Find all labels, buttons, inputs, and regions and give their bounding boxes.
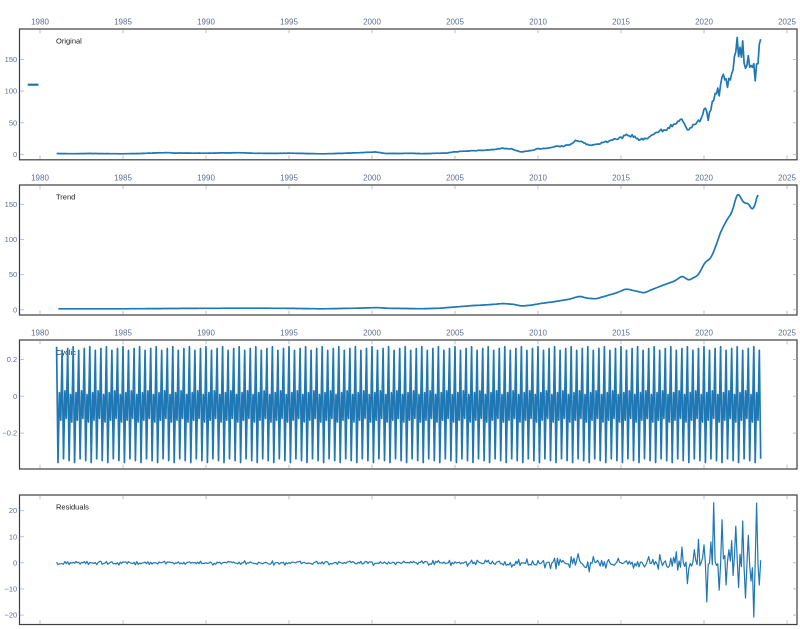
- svg-text:Original: Original: [56, 37, 82, 46]
- svg-text:150: 150: [5, 200, 18, 209]
- svg-text:0: 0: [13, 305, 17, 314]
- svg-text:2015: 2015: [612, 18, 630, 27]
- svg-text:−0.2: −0.2: [2, 429, 17, 438]
- svg-text:2010: 2010: [529, 329, 547, 338]
- svg-text:0: 0: [13, 558, 17, 567]
- svg-text:Residuals: Residuals: [56, 503, 89, 512]
- svg-text:1990: 1990: [197, 18, 215, 27]
- svg-text:2015: 2015: [612, 174, 630, 183]
- svg-text:1980: 1980: [31, 329, 49, 338]
- svg-text:0: 0: [13, 392, 17, 401]
- svg-text:100: 100: [5, 235, 18, 244]
- svg-text:1995: 1995: [280, 329, 298, 338]
- svg-text:Trend: Trend: [56, 193, 75, 202]
- svg-text:2020: 2020: [695, 174, 713, 183]
- svg-text:2025: 2025: [778, 18, 796, 27]
- svg-text:2025: 2025: [778, 329, 796, 338]
- svg-text:1985: 1985: [114, 18, 132, 27]
- svg-text:2005: 2005: [446, 329, 464, 338]
- svg-text:Cyclic: Cyclic: [56, 348, 76, 357]
- svg-text:2010: 2010: [529, 18, 547, 27]
- svg-text:50: 50: [9, 118, 17, 127]
- svg-text:2000: 2000: [363, 18, 381, 27]
- svg-text:2005: 2005: [446, 174, 464, 183]
- svg-text:0.2: 0.2: [7, 355, 17, 364]
- svg-text:100: 100: [5, 87, 18, 96]
- svg-text:1980: 1980: [31, 174, 49, 183]
- svg-text:2000: 2000: [363, 329, 381, 338]
- svg-text:2020: 2020: [695, 329, 713, 338]
- svg-text:1980: 1980: [31, 18, 49, 27]
- svg-text:20: 20: [9, 506, 17, 515]
- svg-text:150: 150: [5, 55, 18, 64]
- svg-text:2005: 2005: [446, 18, 464, 27]
- svg-text:10: 10: [9, 532, 17, 541]
- svg-text:1990: 1990: [197, 174, 215, 183]
- svg-text:−10: −10: [4, 585, 17, 594]
- svg-text:−20: −20: [4, 611, 17, 620]
- svg-text:1995: 1995: [280, 18, 298, 27]
- svg-text:1985: 1985: [114, 329, 132, 338]
- svg-text:2020: 2020: [695, 18, 713, 27]
- svg-text:50: 50: [9, 270, 17, 279]
- svg-text:2015: 2015: [612, 329, 630, 338]
- svg-text:2000: 2000: [363, 174, 381, 183]
- svg-text:2010: 2010: [529, 174, 547, 183]
- svg-text:1990: 1990: [197, 329, 215, 338]
- svg-text:0: 0: [13, 150, 17, 159]
- svg-text:1985: 1985: [114, 174, 132, 183]
- svg-text:2025: 2025: [778, 174, 796, 183]
- svg-text:1995: 1995: [280, 174, 298, 183]
